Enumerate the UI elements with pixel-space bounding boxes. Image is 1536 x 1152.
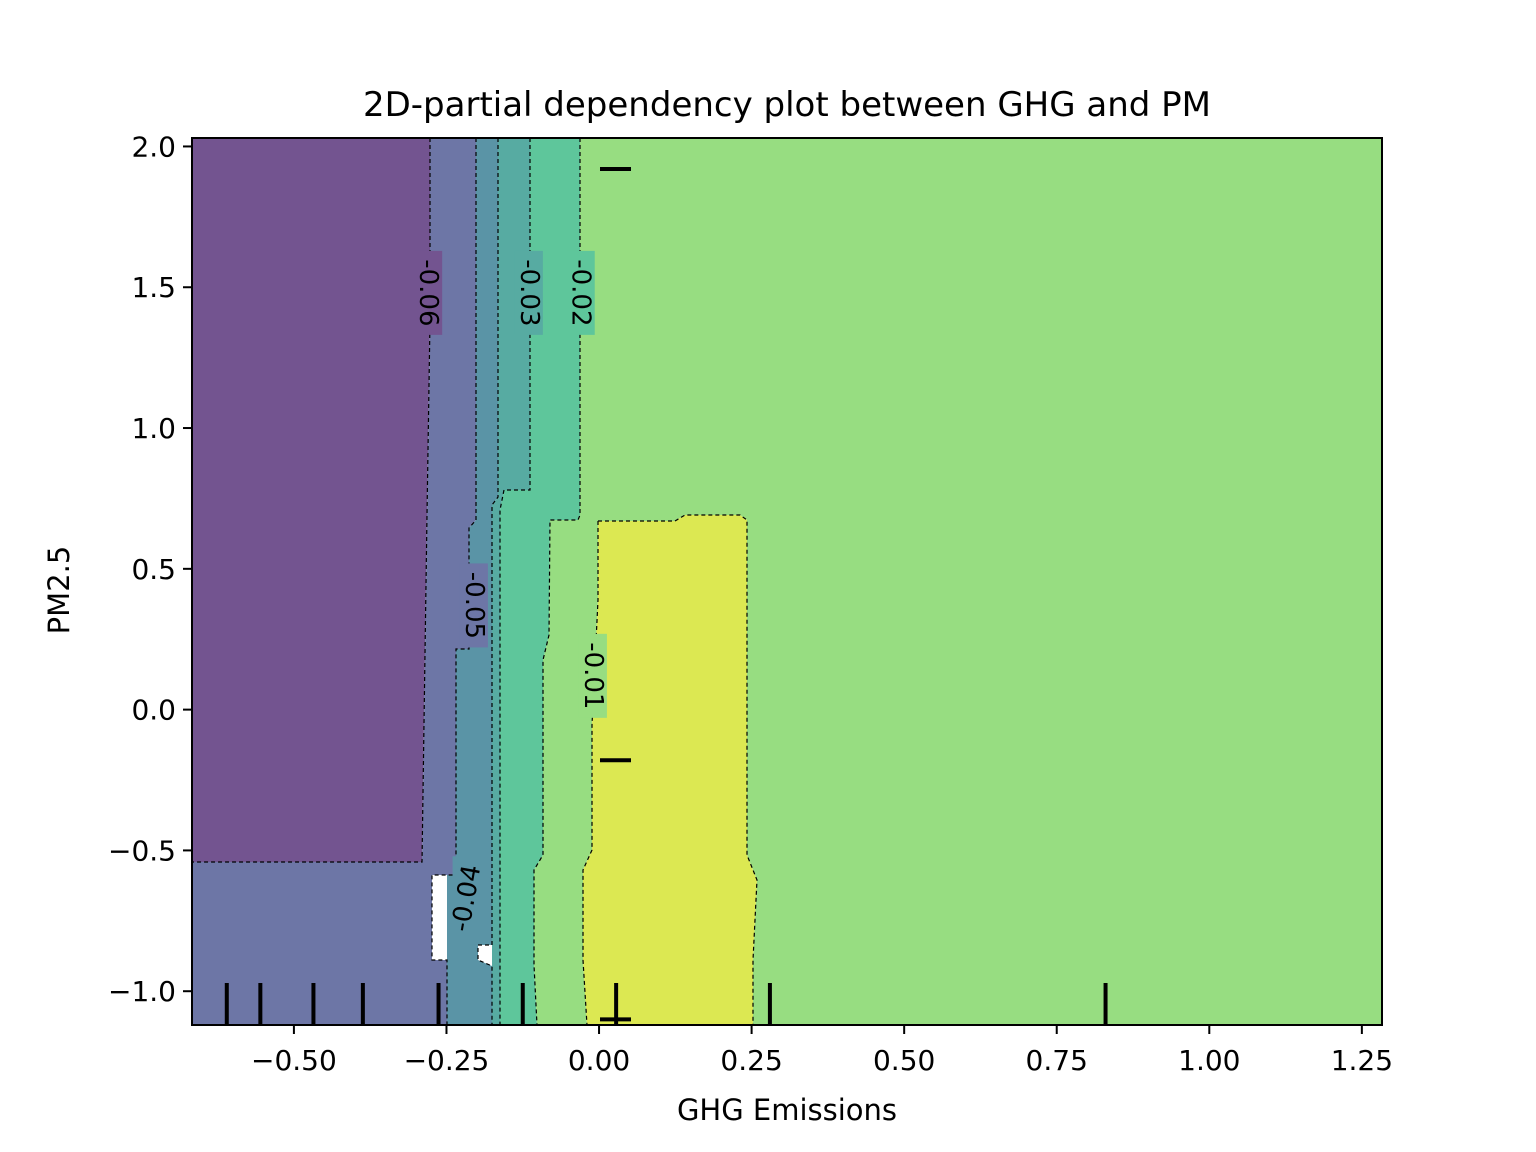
contour-label: -0.01 xyxy=(578,642,608,709)
y-tick-label: −1.0 xyxy=(108,975,176,1008)
contour-label-gap xyxy=(514,250,543,335)
x-tick-label: 1.25 xyxy=(1331,1044,1393,1077)
x-axis: −0.50 −0.25 0.00 0.25 0.50 0.75 1.00 1.25 xyxy=(251,1025,1393,1077)
contour-line xyxy=(477,138,499,1025)
contour-label-gap xyxy=(459,563,488,648)
region-level-m001 xyxy=(534,138,1382,1025)
contour-line xyxy=(582,521,599,1026)
plot-area: -0.06 -0.03 -0.02-0.05-0.01-0.04 xyxy=(191,137,1383,1026)
x-tick-label: 1.00 xyxy=(1178,1044,1240,1077)
contour-label-gap xyxy=(414,250,443,335)
contour-regions xyxy=(192,138,1382,1025)
region-level-m003 xyxy=(492,138,530,1025)
contour-label: -0.02 xyxy=(566,259,596,326)
y-tick-label: −0.5 xyxy=(108,834,176,867)
plot-frame xyxy=(191,137,1383,1026)
y-tick-label: 1.5 xyxy=(131,271,176,304)
contour-label: -0.05 xyxy=(459,572,489,639)
contour-label-gap xyxy=(566,250,595,335)
contour-label: -0.06 xyxy=(413,259,443,326)
region-level-m005 xyxy=(192,138,476,1025)
region-level-000 xyxy=(583,515,757,1025)
y-tick-label: 0.5 xyxy=(131,553,176,586)
x-tick-label: 0.25 xyxy=(720,1044,782,1077)
x-tick-label: −0.25 xyxy=(404,1044,490,1077)
region-level-m002 xyxy=(500,138,580,1025)
contour-line xyxy=(533,138,581,1026)
x-tick-label: 0.75 xyxy=(1026,1044,1088,1077)
x-tick-label: −0.50 xyxy=(251,1044,337,1077)
y-tick-label: 0.0 xyxy=(131,694,176,727)
contour-label-gap xyxy=(452,856,481,941)
region-level-m004-lower xyxy=(447,960,492,1025)
y-axis-label: PM2.5 xyxy=(42,546,76,635)
rug-marks xyxy=(224,166,1108,1025)
contour-line xyxy=(598,514,758,1025)
contour-line xyxy=(431,138,477,1025)
x-tick-label: 0.50 xyxy=(873,1044,935,1077)
x-axis-label: GHG Emissions xyxy=(677,1093,897,1127)
contour-lines xyxy=(192,138,758,1026)
contour-label: -0.03 xyxy=(514,259,544,326)
contour-line xyxy=(499,138,531,1025)
region-level-m006 xyxy=(192,138,430,862)
x-tick-label: 0.00 xyxy=(568,1044,630,1077)
region-level-m004 xyxy=(447,138,498,960)
contour-label-gap xyxy=(578,633,607,718)
contour-labels: -0.06 -0.03 -0.02-0.05-0.01-0.04 xyxy=(413,250,608,941)
y-axis: −1.0 −0.5 0.0 0.5 1.0 1.5 2.0 xyxy=(108,130,192,1008)
y-tick-label: 1.0 xyxy=(131,412,176,445)
chart-title: 2D-partial dependency plot between GHG a… xyxy=(363,85,1211,125)
y-tick-label: 2.0 xyxy=(131,130,176,163)
